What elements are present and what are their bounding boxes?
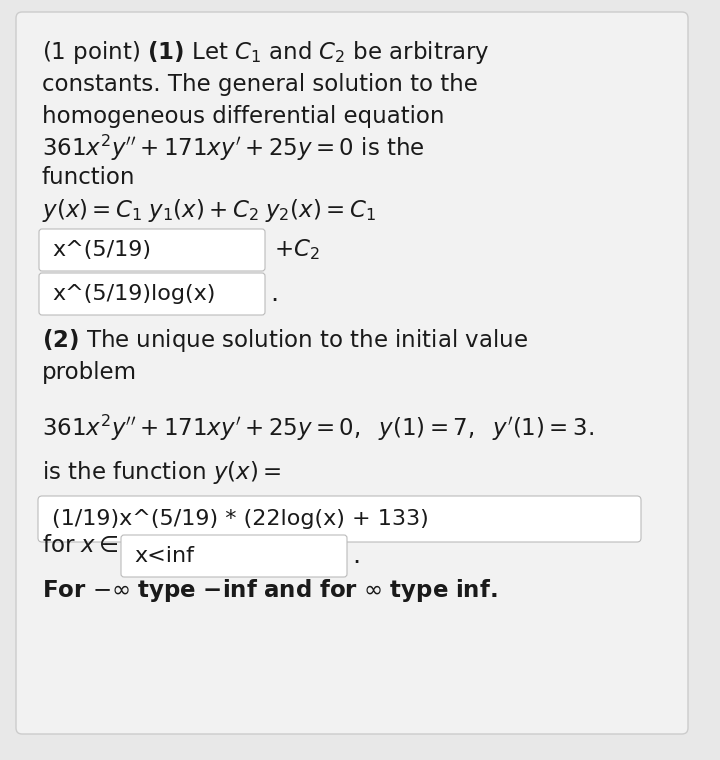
FancyBboxPatch shape (38, 496, 641, 542)
Text: $361x^2y'' + 171xy' + 25y = 0,\;$ $y(1) = 7,\;$ $y'(1) = 3.$: $361x^2y'' + 171xy' + 25y = 0,\;$ $y(1) … (42, 413, 594, 443)
Text: $y(x) = C_1\; y_1(x) + C_2\; y_2(x) = C_1$: $y(x) = C_1\; y_1(x) + C_2\; y_2(x) = C_… (42, 197, 376, 223)
Text: homogeneous differential equation: homogeneous differential equation (42, 105, 444, 128)
Text: x^(5/19)log(x): x^(5/19)log(x) (52, 284, 215, 304)
FancyBboxPatch shape (121, 535, 347, 577)
Text: problem: problem (42, 360, 137, 384)
Text: .: . (270, 281, 278, 307)
Text: for $x \in$: for $x \in$ (42, 534, 119, 558)
Text: (1 point) $\mathbf{(1)}$ Let $C_1$ and $C_2$ be arbitrary: (1 point) $\mathbf{(1)}$ Let $C_1$ and $… (42, 39, 490, 65)
Text: x<inf: x<inf (134, 546, 194, 566)
Text: (1/19)x^(5/19) * (22log(x) + 133): (1/19)x^(5/19) * (22log(x) + 133) (52, 509, 428, 529)
Text: .: . (352, 543, 360, 569)
Text: $\mathbf{(2)}$ The unique solution to the initial value: $\mathbf{(2)}$ The unique solution to th… (42, 327, 528, 353)
Text: $\mathbf{For}\ {-}\infty\ \mathbf{type\ {-}inf\ and\ for}\ \infty\ \mathbf{type\: $\mathbf{For}\ {-}\infty\ \mathbf{type\ … (42, 577, 498, 603)
Text: function: function (42, 166, 135, 189)
FancyBboxPatch shape (16, 12, 688, 734)
FancyBboxPatch shape (39, 273, 265, 315)
Text: is the function $y(x) =$: is the function $y(x) =$ (42, 458, 282, 486)
FancyBboxPatch shape (39, 229, 265, 271)
Text: $+C_2$: $+C_2$ (274, 238, 320, 262)
Text: $361x^2y'' + 171xy' + 25y = 0$ is the: $361x^2y'' + 171xy' + 25y = 0$ is the (42, 133, 425, 163)
Text: constants. The general solution to the: constants. The general solution to the (42, 72, 478, 96)
Text: x^(5/19): x^(5/19) (52, 240, 151, 260)
